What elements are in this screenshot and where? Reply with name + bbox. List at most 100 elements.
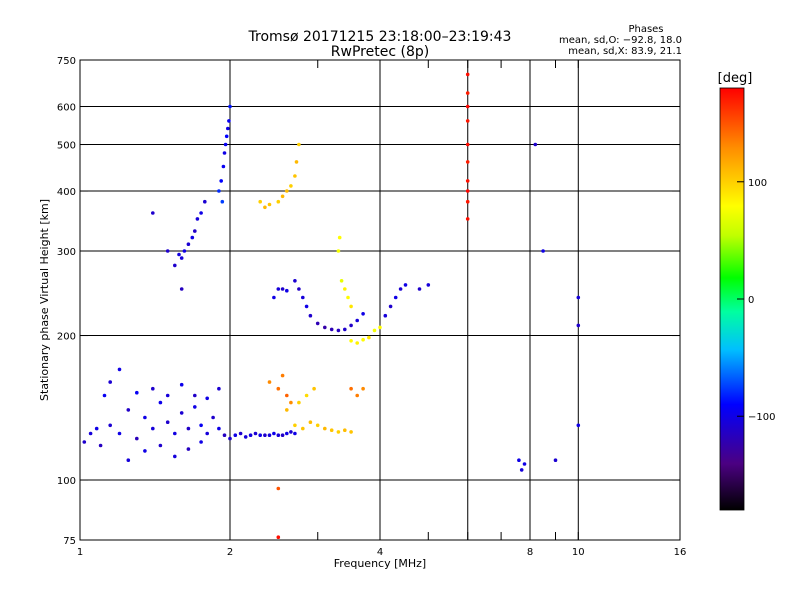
chart-subtitle: RwPretec (8p) [331, 44, 429, 60]
data-point [179, 411, 184, 415]
data-point [193, 405, 197, 409]
data-point [553, 458, 558, 463]
y-tick-label: 750 [57, 56, 76, 67]
data-point [267, 433, 272, 438]
data-point [98, 443, 103, 448]
data-point [117, 431, 122, 436]
chart-title: Tromsø 20171215 23:18:00–23:19:43 [248, 29, 512, 45]
data-point [541, 249, 545, 253]
data-point [285, 189, 289, 193]
data-point [293, 431, 297, 436]
data-point [267, 202, 272, 207]
data-point [323, 325, 327, 330]
data-point [135, 390, 139, 395]
data-point [276, 386, 281, 391]
data-point [151, 211, 155, 215]
data-point [349, 339, 353, 343]
data-point [135, 436, 139, 441]
data-point [383, 313, 388, 318]
data-point [173, 263, 177, 268]
data-point [205, 431, 209, 436]
data-point [465, 91, 470, 95]
data-point [343, 287, 347, 291]
data-point [329, 428, 334, 433]
data-point [263, 433, 267, 438]
data-point [173, 454, 177, 459]
data-point [94, 426, 99, 431]
y-tick-label: 300 [57, 247, 76, 258]
data-point [372, 328, 377, 333]
data-point [182, 249, 187, 253]
data-point [349, 386, 353, 391]
data-point [417, 287, 422, 291]
data-point [177, 252, 181, 257]
y-axis-label: Stationary phase Virtual Height [km] [38, 199, 51, 401]
data-point [285, 288, 289, 293]
data-point [228, 104, 232, 109]
data-point [465, 72, 470, 77]
colorbar-tick-label: 0 [748, 295, 754, 306]
x-tick-label: 10 [572, 547, 585, 558]
data-point [276, 486, 281, 491]
data-point [217, 386, 221, 391]
data-point [220, 199, 225, 204]
data-point [221, 164, 226, 169]
data-point [179, 256, 184, 260]
data-point [349, 323, 353, 328]
data-point [126, 458, 131, 463]
data-point [179, 287, 184, 291]
data-point [193, 393, 197, 398]
data-point [276, 287, 281, 291]
data-point [304, 393, 309, 398]
axis-ticks [79, 59, 681, 541]
data-point [280, 194, 285, 199]
data-point [367, 335, 371, 340]
data-point [165, 420, 170, 425]
colorbar-ticks: 100 0 −100 [737, 178, 775, 423]
data-point [248, 433, 253, 438]
data-point [329, 327, 334, 332]
data-point [151, 386, 155, 391]
data-point [336, 249, 341, 253]
data-point [263, 205, 267, 210]
data-point [308, 313, 313, 318]
data-point [88, 431, 93, 436]
x-tick-labels: 1 2 4 8 10 16 [77, 547, 687, 558]
data-point [293, 423, 297, 428]
data-point [227, 119, 231, 123]
data-point [297, 142, 301, 147]
y-tick-label: 500 [57, 141, 76, 152]
phases-o-stats: mean, sd,O: −92.8, 18.0 [559, 35, 682, 46]
data-point [301, 426, 305, 431]
phases-x-stats: mean, sd,X: 83.9, 21.1 [568, 46, 682, 57]
data-point [217, 189, 221, 193]
data-point [199, 440, 203, 444]
data-point [465, 189, 470, 193]
data-point [533, 142, 538, 147]
x-tick-label: 8 [527, 547, 533, 558]
data-point [576, 423, 581, 428]
y-tick-label: 100 [57, 476, 76, 487]
data-point [195, 217, 200, 221]
y-tick-labels: 75 100 200 300 400 500 600 750 [57, 56, 76, 547]
grid-lines [80, 60, 680, 540]
data-point [108, 423, 112, 428]
data-point [190, 235, 195, 240]
data-point [465, 142, 470, 147]
data-point [117, 367, 122, 372]
data-point [253, 431, 258, 436]
data-point [465, 179, 470, 183]
data-point [143, 449, 147, 453]
data-point [289, 184, 293, 188]
data-point [186, 242, 191, 246]
y-tick-label: 600 [57, 103, 76, 114]
data-point [276, 433, 281, 438]
data-point [465, 217, 470, 221]
y-tick-label: 75 [63, 536, 76, 547]
data-point [426, 283, 431, 287]
data-point [228, 436, 232, 441]
x-tick-label: 16 [674, 547, 687, 558]
data-point [337, 235, 342, 240]
